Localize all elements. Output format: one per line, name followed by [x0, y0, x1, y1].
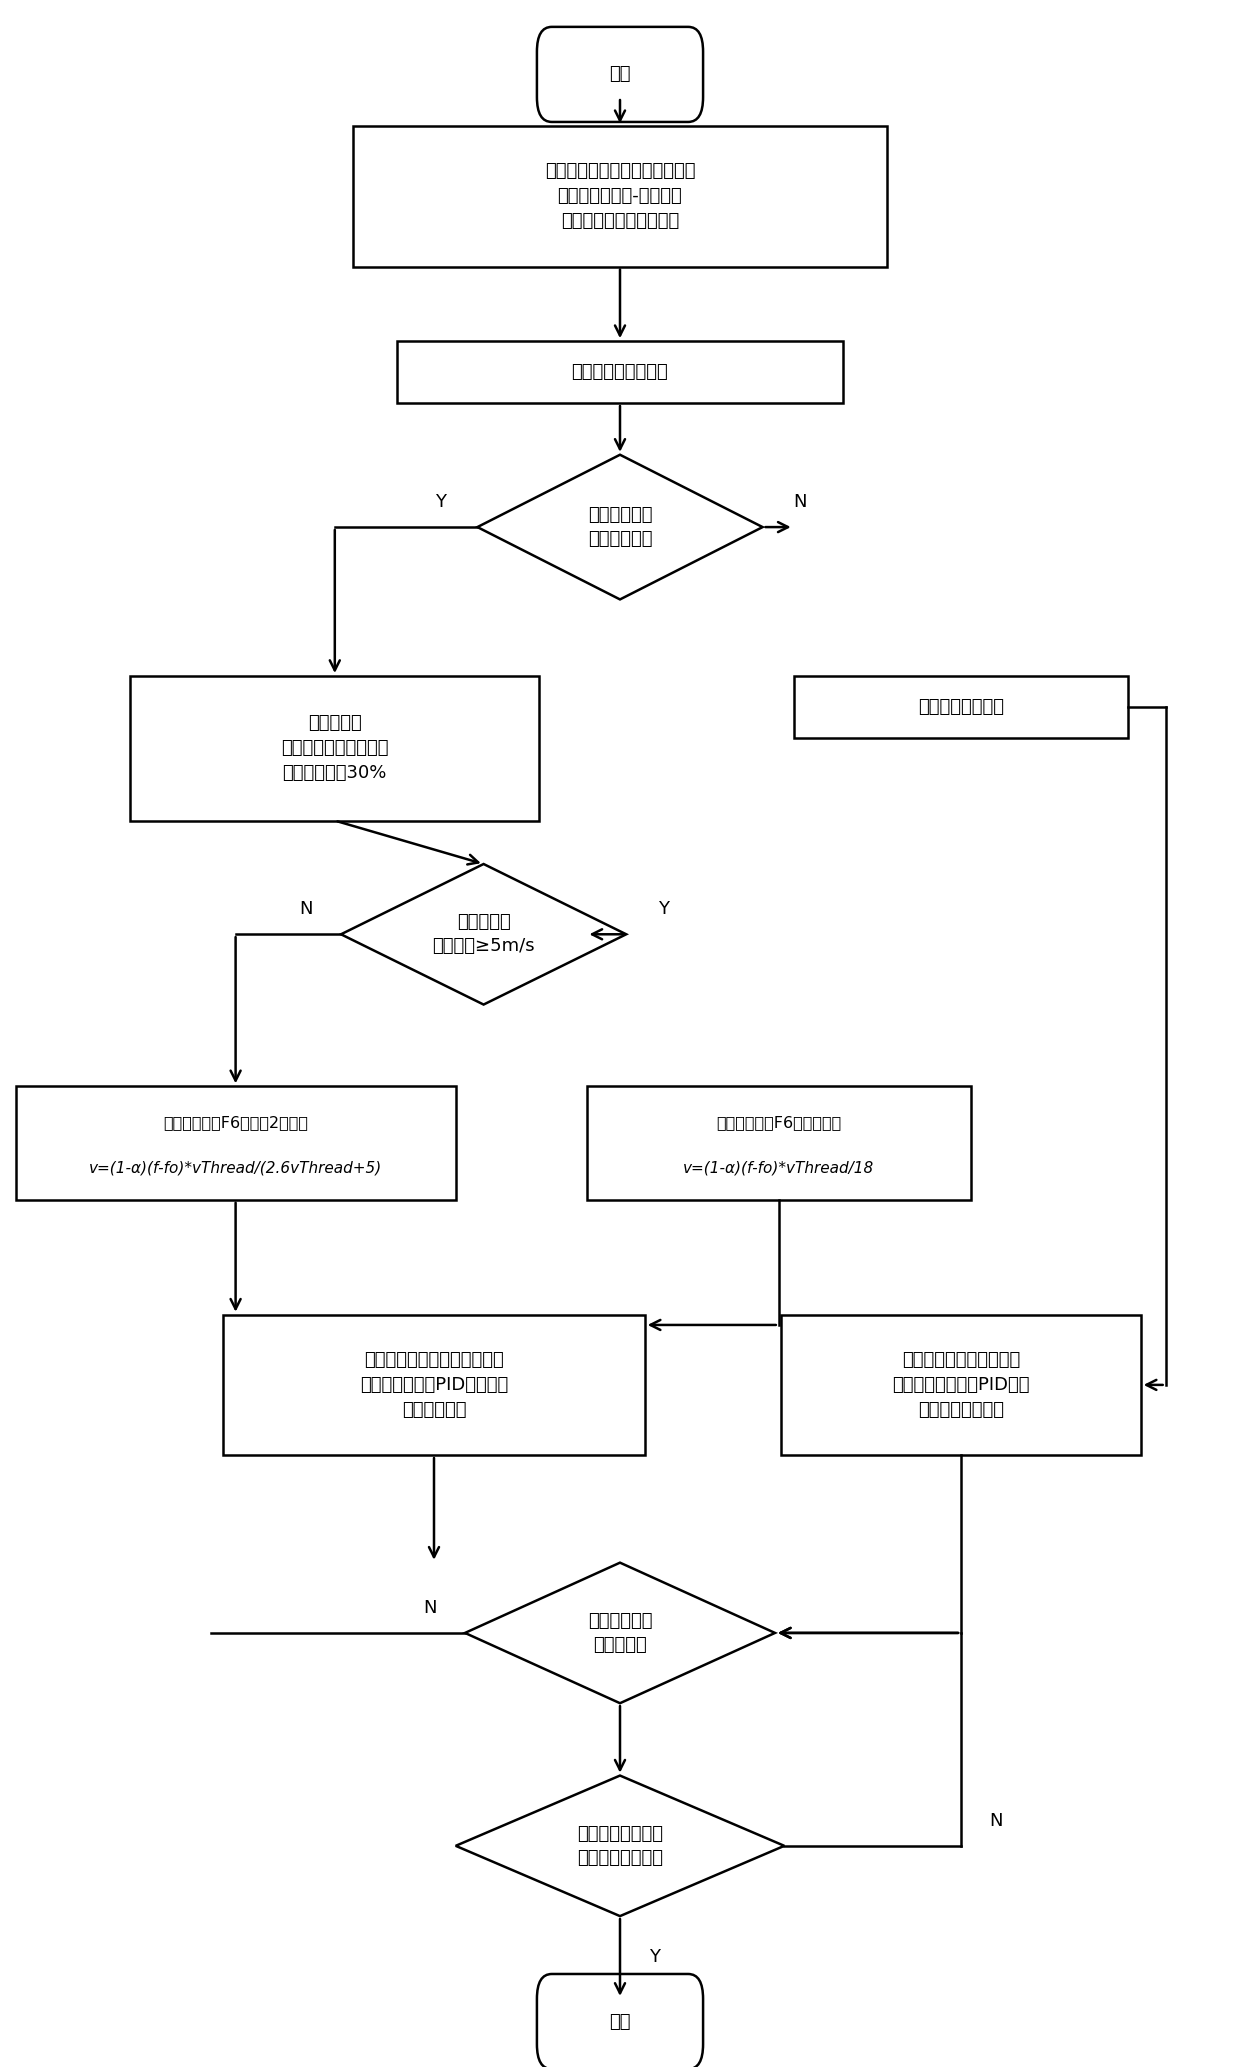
Text: 水处理开始控制升频: 水处理开始控制升频 [572, 364, 668, 380]
Text: N: N [990, 1813, 1002, 1829]
Text: 压力是否满足
超快冷设定: 压力是否满足 超快冷设定 [588, 1612, 652, 1654]
Text: N: N [794, 494, 806, 511]
Text: v=(1-α)(f-fo)*vThread/18: v=(1-α)(f-fo)*vThread/18 [683, 1160, 874, 1176]
Bar [223, 1315, 645, 1455]
Bar [130, 676, 539, 821]
Text: 带钢末机架
穿带速度≥5m/s: 带钢末机架 穿带速度≥5m/s [433, 914, 534, 955]
Bar [16, 1087, 456, 1199]
Text: 按照计算频率升频: 按照计算频率升频 [918, 699, 1004, 715]
Bar [781, 1315, 1141, 1455]
Text: 带钢头部到达超快冷出口高温
计时，泵站采用PID方法开始
调整供水压力: 带钢头部到达超快冷出口高温 计时，泵站采用PID方法开始 调整供水压力 [360, 1352, 508, 1418]
Text: Y: Y [650, 1949, 660, 1966]
Text: Y: Y [435, 494, 445, 511]
FancyBboxPatch shape [537, 27, 703, 122]
Polygon shape [477, 455, 763, 599]
Text: 带钢头部到达F6后立即升频: 带钢头部到达F6后立即升频 [715, 1114, 842, 1131]
Polygon shape [341, 864, 626, 1005]
Bar [587, 1087, 971, 1199]
Bar [794, 676, 1128, 738]
Text: Y: Y [658, 901, 668, 918]
Bar [353, 126, 887, 267]
Text: 带钢头部温度
特殊冷却控制: 带钢头部温度 特殊冷却控制 [588, 506, 652, 548]
Polygon shape [465, 1563, 775, 1703]
Text: v=(1-α)(f-fo)*vThread/(2.6vThread+5): v=(1-α)(f-fo)*vThread/(2.6vThread+5) [89, 1160, 382, 1176]
Bar [397, 341, 843, 403]
Text: 开始: 开始 [609, 66, 631, 83]
Text: 泵站接收超快冷设定压力和流量
根据标定的频率-流量曲线
采用插值法计算水泵频率: 泵站接收超快冷设定压力和流量 根据标定的频率-流量曲线 采用插值法计算水泵频率 [544, 163, 696, 229]
Polygon shape [456, 1776, 785, 1916]
Text: N: N [300, 901, 312, 918]
Text: 一次升频：
提升频率计算频率与基
础频率差值的30%: 一次升频： 提升频率计算频率与基 础频率差值的30% [281, 715, 388, 781]
Text: 结束: 结束 [609, 2013, 631, 2030]
Text: 带钢头部到达F6后延迟2秒升频: 带钢头部到达F6后延迟2秒升频 [164, 1114, 308, 1131]
Text: N: N [424, 1600, 436, 1616]
Text: 带钢尾部是否离开
超快冷出口高温计: 带钢尾部是否离开 超快冷出口高温计 [577, 1825, 663, 1867]
Text: 带钢头部到达精轧出口高
温计时，泵站采用PID方法
开始调整供水压力: 带钢头部到达精轧出口高 温计时，泵站采用PID方法 开始调整供水压力 [893, 1352, 1029, 1418]
FancyBboxPatch shape [537, 1974, 703, 2067]
